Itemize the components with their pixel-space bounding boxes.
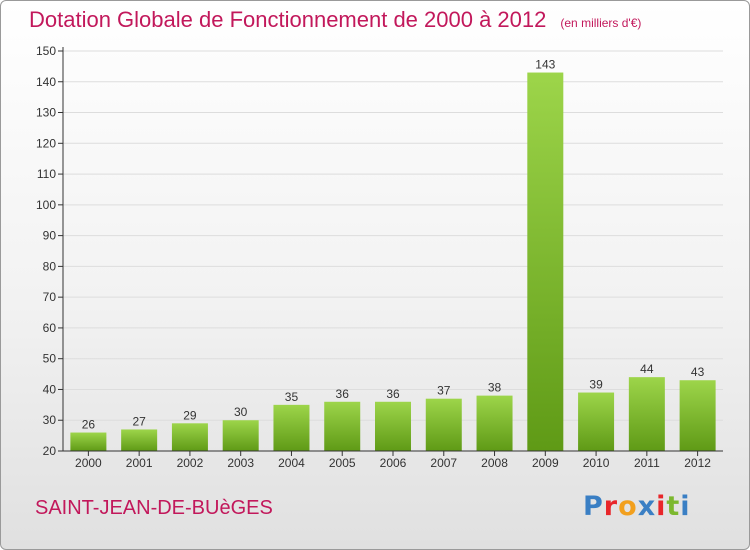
bar (425, 398, 462, 451)
bar-value-label: 44 (640, 362, 654, 376)
bar-value-label: 29 (183, 408, 197, 422)
bar-value-label: 37 (437, 384, 451, 398)
unit-note: (en milliers d'€) (560, 16, 642, 30)
bar (628, 377, 665, 451)
proxiti-logo: Proxiti (583, 491, 691, 522)
bar (171, 423, 208, 451)
x-tick-label: 2004 (278, 456, 305, 470)
y-tick-label: 90 (43, 229, 57, 243)
bar (375, 401, 411, 451)
logo-letter: r (603, 491, 619, 522)
y-tick-label: 50 (43, 352, 57, 366)
bar-value-label: 39 (589, 378, 603, 392)
bars: 26 27 29 30 35 36 36 37 38 143 39 44 43 (70, 58, 716, 452)
bar (70, 432, 107, 451)
bar (476, 395, 513, 451)
bar-value-label: 27 (132, 414, 146, 428)
bar-value-label: 36 (336, 387, 350, 401)
x-tick-label: 2008 (481, 456, 508, 470)
bar (222, 420, 259, 451)
x-tick-label: 2012 (684, 456, 711, 470)
bar (679, 380, 716, 451)
bar-value-label: 43 (691, 365, 705, 379)
x-tick-label: 2009 (532, 456, 559, 470)
bar-value-label: 38 (488, 381, 502, 395)
x-tick-label: 2000 (75, 456, 102, 470)
x-tick-label: 2007 (430, 456, 457, 470)
bar (273, 404, 310, 451)
logo-letter: t (666, 491, 681, 522)
chart-title: Dotation Globale de Fonctionnement de 20… (29, 7, 641, 33)
y-tick-label: 30 (43, 413, 57, 427)
bar (121, 429, 158, 451)
y-tick-label: 140 (36, 75, 56, 89)
y-tick-label: 20 (43, 444, 57, 458)
logo-letter: x (637, 491, 657, 522)
x-tick-label: 2002 (177, 456, 204, 470)
logo-letter: i (680, 491, 691, 522)
bar-value-label: 30 (234, 405, 248, 419)
x-tick-label: 2010 (583, 456, 610, 470)
y-tick-label: 100 (36, 198, 56, 212)
y-tick-label: 150 (36, 44, 56, 58)
bar-value-label: 36 (386, 387, 400, 401)
bar-value-label: 143 (535, 58, 555, 72)
bar (527, 72, 564, 452)
y-tick-label: 70 (43, 290, 57, 304)
logo-letter: P (583, 491, 604, 522)
x-tick-label: 2006 (380, 456, 407, 470)
x-tick-label: 2001 (126, 456, 153, 470)
x-tick-label: 2003 (227, 456, 254, 470)
bar (324, 401, 361, 451)
y-tick-label: 80 (43, 259, 57, 273)
axes: 20 30 40 50 60 70 80 90 100 110 120 130 140 150 2000 20… (36, 44, 723, 470)
x-tick-label: 2011 (634, 456, 660, 470)
x-tick-label: 2005 (329, 456, 356, 470)
bar-value-label: 26 (82, 418, 96, 432)
bar (578, 392, 615, 451)
y-tick-label: 110 (37, 167, 56, 181)
commune-name: SAINT-JEAN-DE-BUèGES (35, 497, 273, 519)
logo-letter: o (618, 491, 638, 522)
y-tick-label: 130 (36, 106, 56, 120)
title-text: Dotation Globale de Fonctionnement de 20… (29, 7, 547, 32)
bar-value-label: 35 (285, 390, 299, 404)
logo-letter: i (656, 491, 667, 522)
y-tick-label: 60 (43, 321, 57, 335)
y-tick-label: 40 (43, 382, 57, 396)
y-tick-label: 120 (36, 136, 56, 150)
